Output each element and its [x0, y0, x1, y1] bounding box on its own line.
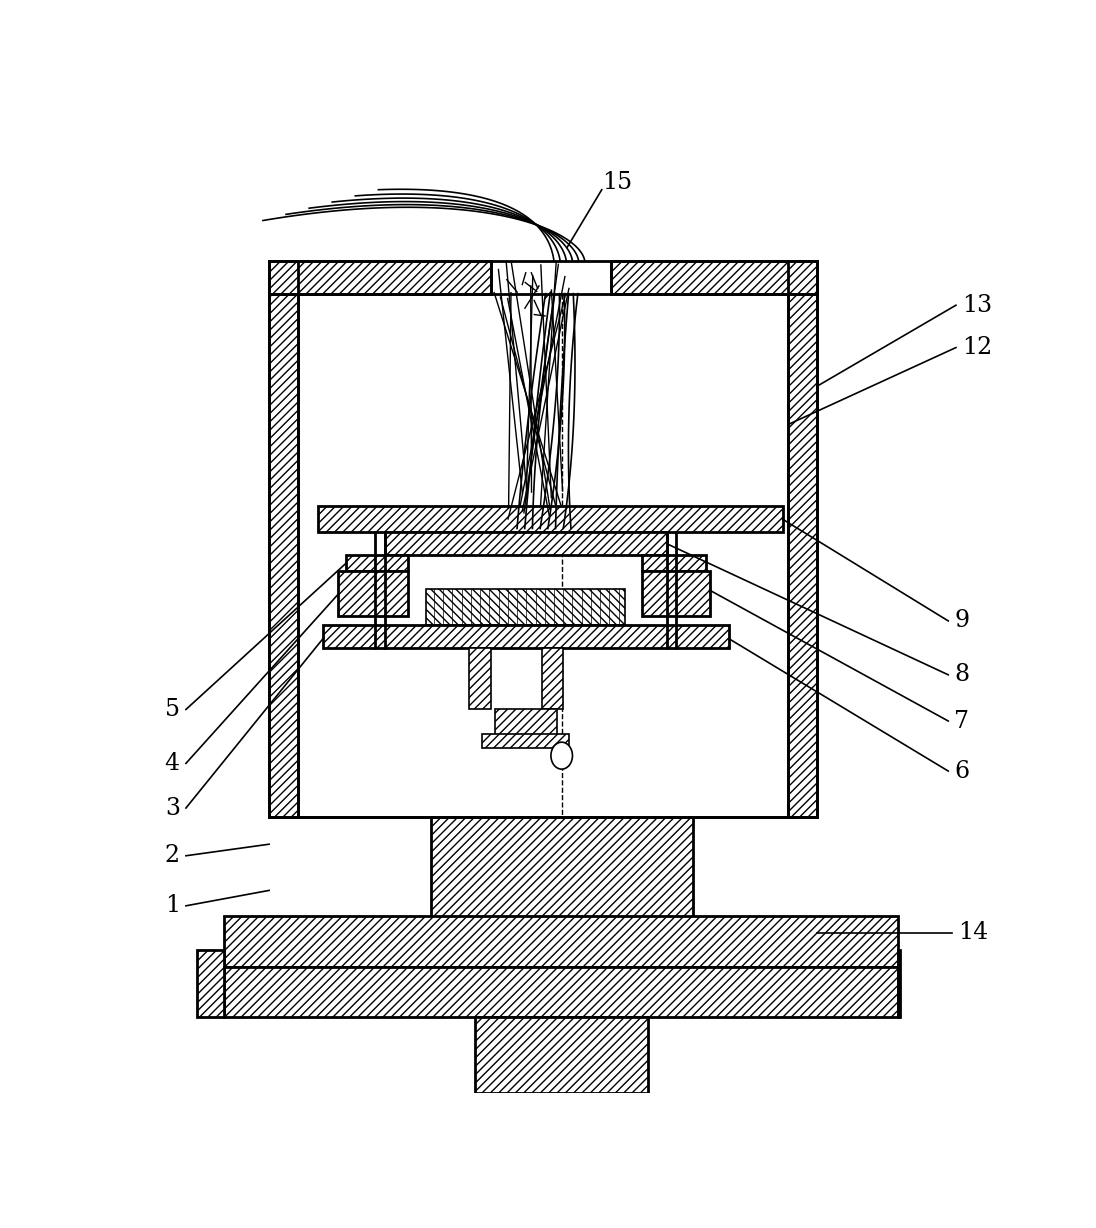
Bar	[346, 555, 408, 571]
Bar	[469, 648, 491, 710]
Text: 9: 9	[955, 609, 970, 632]
Bar	[225, 966, 899, 1018]
Bar	[495, 710, 557, 740]
Text: 3: 3	[164, 797, 180, 819]
Bar	[788, 262, 818, 818]
Text: 6: 6	[955, 760, 970, 782]
Text: 15: 15	[602, 171, 632, 194]
Bar	[323, 625, 729, 648]
Bar	[270, 262, 298, 818]
Text: 8: 8	[955, 663, 970, 686]
Bar	[270, 262, 491, 293]
Ellipse shape	[551, 742, 572, 769]
Bar	[642, 571, 709, 615]
Text: 12: 12	[962, 336, 992, 359]
Bar	[339, 571, 408, 615]
Text: 4: 4	[164, 752, 180, 775]
Text: 14: 14	[958, 921, 989, 944]
Bar	[197, 949, 225, 1018]
Bar	[899, 949, 901, 1018]
Text: 2: 2	[164, 845, 180, 867]
Bar	[475, 1018, 648, 1093]
Bar	[225, 916, 899, 966]
Bar	[481, 734, 570, 748]
Bar	[318, 506, 783, 533]
Bar	[541, 648, 563, 710]
Bar	[426, 589, 625, 625]
Text: 7: 7	[955, 710, 969, 733]
Bar	[385, 533, 667, 555]
Text: 13: 13	[962, 293, 992, 317]
Text: 1: 1	[164, 894, 180, 917]
Bar	[610, 262, 818, 293]
Bar	[642, 555, 706, 571]
Text: 5: 5	[164, 698, 180, 721]
Bar	[431, 818, 693, 917]
